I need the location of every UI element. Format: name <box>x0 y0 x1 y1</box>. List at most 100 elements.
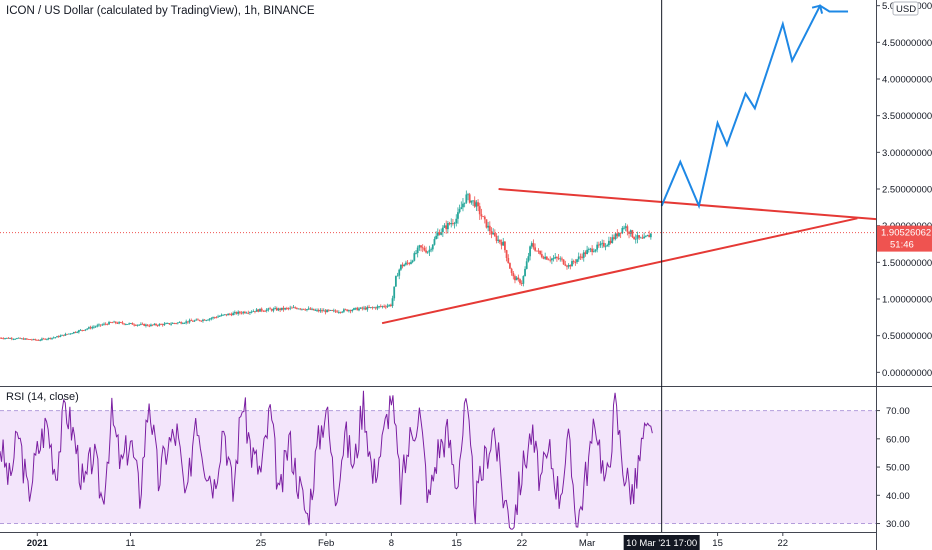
price-candle <box>540 254 543 258</box>
price-candle <box>306 309 308 311</box>
price-candle <box>46 338 48 340</box>
price-candle <box>151 324 154 326</box>
price-candle <box>373 307 375 309</box>
price-candle <box>316 309 318 311</box>
price-candle <box>290 307 293 309</box>
price-candle <box>171 323 174 324</box>
triangle-upper-trendline[interactable] <box>498 188 877 221</box>
price-candle <box>614 233 617 240</box>
price-axis-label: 0.50000000 <box>882 331 932 342</box>
price-candle <box>250 311 253 313</box>
price-axis-label: 3.50000000 <box>882 111 932 122</box>
price-candle <box>517 277 520 280</box>
triangle-lower-trendline[interactable] <box>381 217 858 325</box>
time-axis-label: 22 <box>778 538 789 549</box>
price-candle <box>379 306 382 308</box>
price-candle <box>440 232 443 235</box>
price-candle <box>232 313 235 316</box>
price-candle <box>29 339 32 340</box>
price-candle <box>77 330 80 333</box>
price-candle <box>30 339 33 341</box>
price-candle <box>285 308 288 309</box>
price-candle <box>452 223 454 224</box>
price-candle <box>450 223 453 225</box>
price-candle <box>161 324 164 326</box>
price-candle <box>433 239 436 245</box>
price-candle <box>512 272 515 277</box>
price-candle <box>235 312 238 314</box>
price-candle <box>113 321 115 323</box>
price-candle <box>160 324 162 325</box>
price-candle <box>163 323 166 326</box>
price-candle <box>223 314 226 316</box>
price-candle <box>108 322 110 325</box>
price-candle <box>106 324 109 325</box>
price-candle <box>346 309 349 312</box>
price-candle <box>457 212 459 219</box>
price-candle <box>192 320 194 322</box>
price-candle <box>190 320 193 322</box>
price-candle <box>36 339 38 341</box>
price-candle <box>5 337 8 339</box>
price-candle <box>571 261 573 267</box>
price-candle <box>181 323 184 325</box>
price-candle <box>326 309 329 313</box>
price-candle <box>42 338 45 340</box>
price-candle <box>173 323 176 324</box>
price-candle <box>277 308 280 311</box>
price-candle <box>633 237 635 239</box>
rsi-axis-label: 60.00 <box>886 434 910 445</box>
price-candle <box>297 308 300 310</box>
price-candle <box>646 235 649 237</box>
price-candle <box>455 218 458 224</box>
price-candle <box>52 337 55 339</box>
rsi-indicator-label[interactable]: RSI (14, close) <box>6 391 79 403</box>
price-candle <box>591 248 594 253</box>
price-candle <box>396 275 399 277</box>
price-candle <box>138 324 141 326</box>
price-axis-label: 1.00000000 <box>882 295 932 306</box>
price-candle <box>562 259 565 265</box>
price-candle <box>20 338 23 340</box>
price-candle <box>342 309 345 312</box>
price-candle <box>490 231 493 235</box>
price-candle <box>287 308 290 309</box>
price-candle <box>314 310 317 311</box>
price-candle <box>358 308 360 311</box>
price-candle <box>341 311 344 313</box>
price-candle <box>207 319 209 321</box>
currency-box[interactable] <box>892 1 919 16</box>
rsi-axis-label: 50.00 <box>886 463 910 474</box>
price-candle <box>198 319 201 321</box>
price-candle <box>99 324 102 326</box>
price-candle <box>475 202 478 207</box>
price-candle <box>572 261 575 262</box>
time-axis-label: Feb <box>318 538 334 549</box>
currency-label[interactable]: USD <box>896 4 916 15</box>
price-candle <box>483 216 486 220</box>
price-candle <box>477 202 479 207</box>
price-candle <box>67 333 70 335</box>
price-candle <box>505 250 508 258</box>
price-candle <box>62 334 65 336</box>
price-candle <box>7 337 10 339</box>
price-candle <box>581 256 583 258</box>
price-candle <box>168 323 171 325</box>
price-candle <box>393 286 396 299</box>
price-candle <box>32 339 35 340</box>
time-axis-label: 25 <box>256 538 267 549</box>
price-candle <box>51 337 53 339</box>
price-candle <box>133 324 136 326</box>
price-candle <box>331 310 334 311</box>
price-candle <box>351 309 354 312</box>
price-candle <box>27 339 30 340</box>
price-candle <box>448 223 451 225</box>
projection-path[interactable] <box>660 4 849 210</box>
price-candle <box>453 223 456 225</box>
price-candle <box>534 247 537 251</box>
price-candle <box>604 246 607 248</box>
price-candle <box>376 306 379 309</box>
price-candle <box>304 309 307 311</box>
